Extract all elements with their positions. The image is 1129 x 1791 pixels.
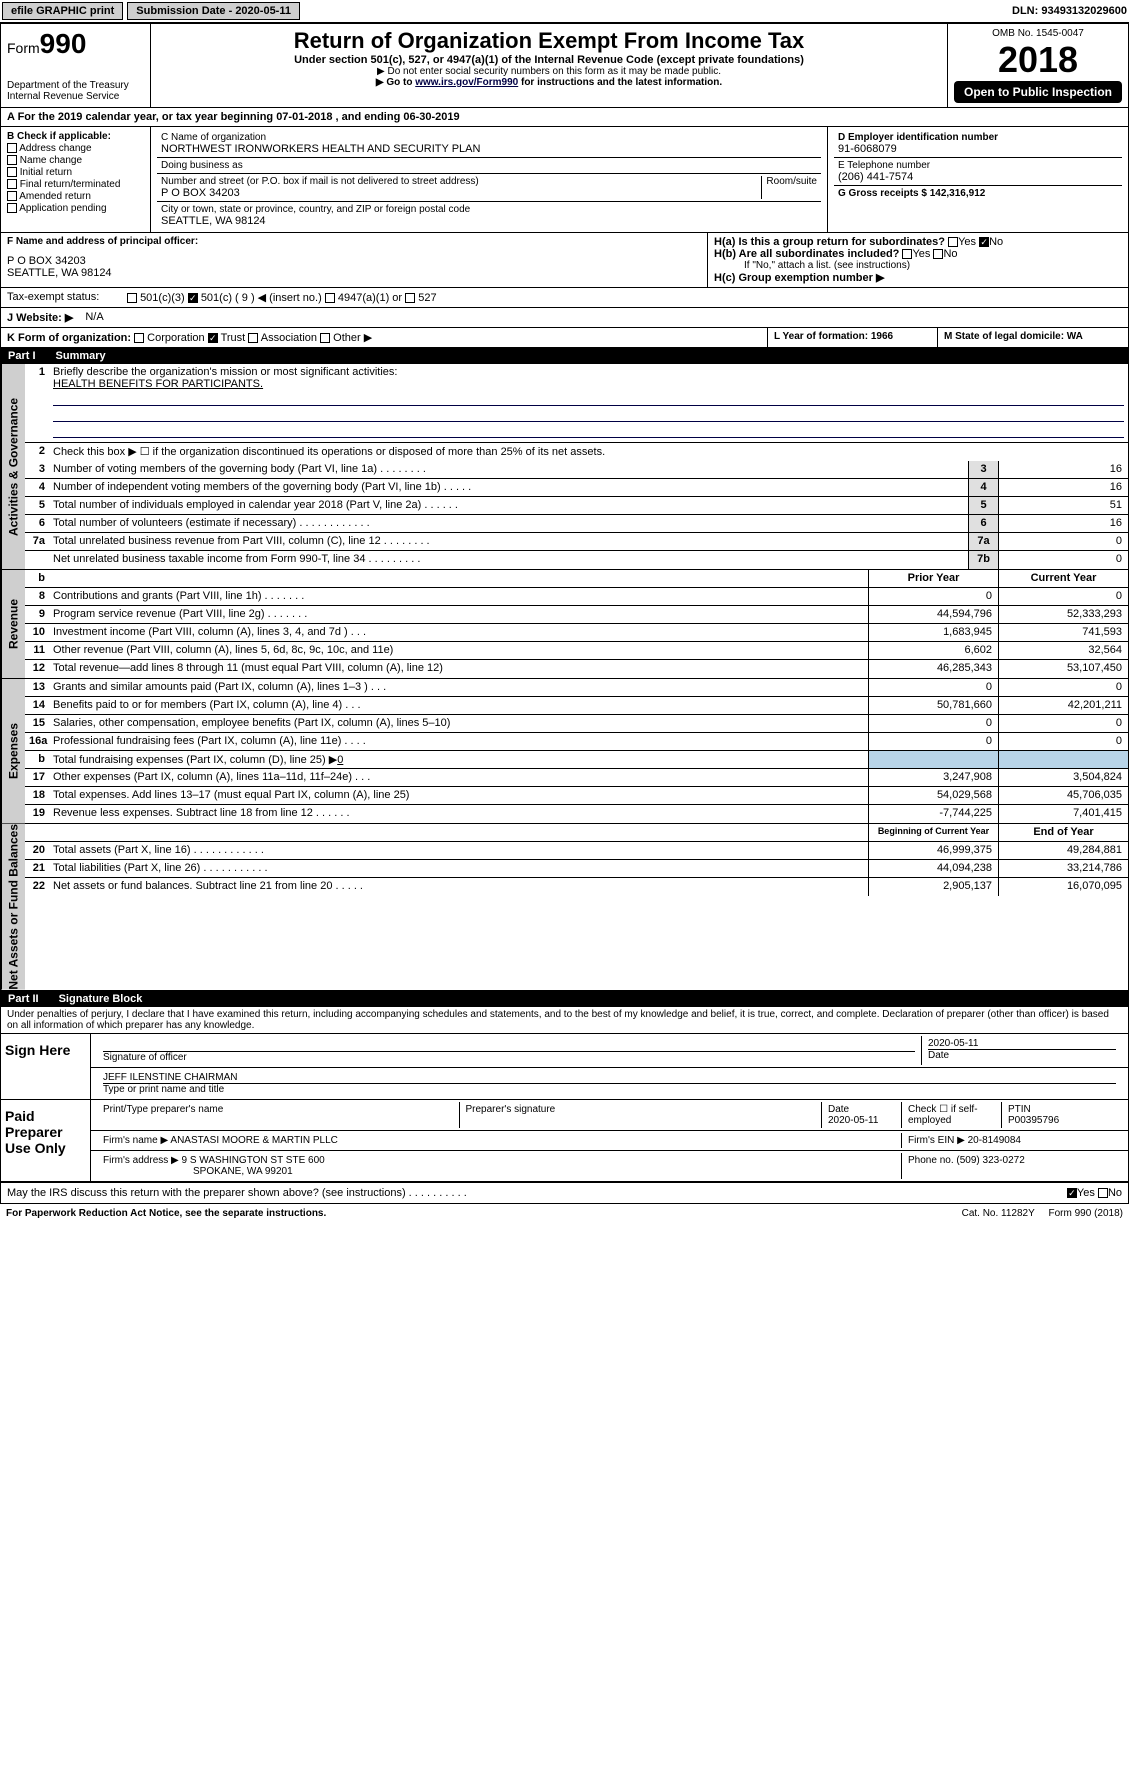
tab-expenses: Expenses [1, 679, 25, 823]
dept-treasury: Department of the Treasury Internal Reve… [7, 80, 144, 102]
form-number: Form990 [7, 28, 144, 60]
ein: 91-6068079 [838, 143, 1118, 155]
page-footer: For Paperwork Reduction Act Notice, see … [0, 1204, 1129, 1223]
period-text: A For the 2019 calendar year, or tax yea… [1, 108, 466, 126]
mission-text: HEALTH BENEFITS FOR PARTICIPANTS. [53, 378, 1124, 390]
tab-revenue: Revenue [1, 570, 25, 678]
box-c: C Name of organization NORTHWEST IRONWOR… [151, 127, 828, 232]
submission-date: Submission Date - 2020-05-11 [127, 2, 300, 20]
open-inspection: Open to Public Inspection [954, 81, 1122, 103]
activities-governance: Activities & Governance 1 Briefly descri… [0, 364, 1129, 570]
discuss-row: May the IRS discuss this return with the… [1, 1182, 1128, 1203]
revenue: Revenue bPrior YearCurrent Year 8Contrib… [0, 570, 1129, 679]
right-info: D Employer identification number 91-6068… [828, 127, 1128, 232]
tax-status-row: Tax-exempt status: 501(c)(3) ✓ 501(c) ( … [0, 288, 1129, 308]
org-name: NORTHWEST IRONWORKERS HEALTH AND SECURIT… [161, 143, 817, 155]
irs-link[interactable]: www.irs.gov/Form990 [415, 77, 518, 88]
perjury-text: Under penalties of perjury, I declare th… [1, 1007, 1128, 1034]
form-note2: ▶ Go to www.irs.gov/Form990 for instruct… [157, 77, 941, 88]
paid-preparer-label: Paid Preparer Use Only [1, 1100, 91, 1181]
firm-name: ANASTASI MOORE & MARTIN PLLC [170, 1135, 337, 1146]
fh-block: F Name and address of principal officer:… [0, 233, 1129, 288]
phone: (206) 441-7574 [838, 171, 1118, 183]
org-city: SEATTLE, WA 98124 [161, 215, 817, 227]
net-assets: Net Assets or Fund Balances Beginning of… [0, 824, 1129, 991]
sign-here-label: Sign Here [1, 1034, 91, 1099]
tab-net-assets: Net Assets or Fund Balances [1, 824, 25, 990]
form-subtitle: Under section 501(c), 527, or 4947(a)(1)… [157, 54, 941, 66]
form-note1: ▶ Do not enter social security numbers o… [157, 66, 941, 77]
omb: OMB No. 1545-0047 [954, 28, 1122, 39]
tab-activities: Activities & Governance [1, 364, 25, 569]
info-block: B Check if applicable: Address change Na… [0, 127, 1129, 233]
top-bar: efile GRAPHIC print Submission Date - 20… [0, 0, 1129, 23]
form-title: Return of Organization Exempt From Incom… [157, 28, 941, 54]
officer-name: JEFF ILENSTINE CHAIRMAN [103, 1072, 1116, 1084]
tax-year: 2018 [954, 39, 1122, 81]
box-b: B Check if applicable: Address change Na… [1, 127, 151, 232]
dln: DLN: 93493132029600 [1012, 5, 1127, 17]
part1-header: Part ISummary [0, 348, 1129, 364]
website-row: J Website: ▶ N/A [0, 308, 1129, 328]
expenses: Expenses 13Grants and similar amounts pa… [0, 679, 1129, 824]
period-row: A For the 2019 calendar year, or tax yea… [0, 108, 1129, 127]
klm-row: K Form of organization: Corporation ✓ Tr… [0, 328, 1129, 348]
part2-header: Part IISignature Block [0, 991, 1129, 1007]
efile-button[interactable]: efile GRAPHIC print [2, 2, 123, 20]
signature-block: Under penalties of perjury, I declare th… [0, 1007, 1129, 1204]
gross-receipts: G Gross receipts $ 142,316,912 [838, 188, 1118, 199]
org-street: P O BOX 34203 [161, 187, 761, 199]
form-header: Form990 Department of the Treasury Inter… [0, 23, 1129, 108]
